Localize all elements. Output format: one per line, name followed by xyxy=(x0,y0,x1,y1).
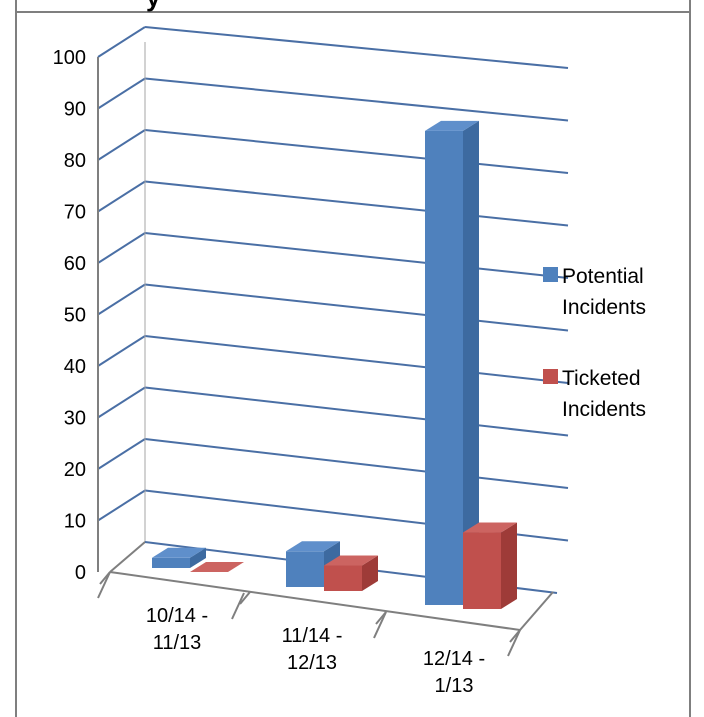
x-axis-line xyxy=(109,571,521,631)
gridline-back-100 xyxy=(144,26,569,69)
y-tick-label: 10 xyxy=(64,511,86,533)
gridline-side-70 xyxy=(97,180,146,213)
x-tick-line-3 xyxy=(507,629,521,657)
x-tick-line-2 xyxy=(373,611,387,639)
bar-front xyxy=(463,532,501,609)
category-label: 10/14 - xyxy=(146,605,208,627)
x-tick-line-0 xyxy=(97,571,111,599)
gridline-side-20 xyxy=(97,438,146,470)
bar-top xyxy=(286,541,340,552)
y-axis-ticks: 0 10 20 30 40 50 60 70 80 90 100 xyxy=(53,47,86,584)
gridline-back-20 xyxy=(144,438,569,489)
gridline-side-80 xyxy=(97,129,146,161)
bar-top xyxy=(324,555,378,566)
y-tick-label: 100 xyxy=(53,47,86,69)
bar-side xyxy=(190,547,206,568)
bar-1-0 xyxy=(190,562,244,572)
category-label: 12/14 - xyxy=(423,648,485,670)
gridline-back-60 xyxy=(144,232,569,279)
category-label: 11/13 xyxy=(153,632,202,654)
gridline-back-50 xyxy=(144,283,569,332)
y-tick-label: 30 xyxy=(64,408,86,430)
legend-swatch xyxy=(543,267,558,282)
bar-front xyxy=(286,551,324,587)
gridline-side-30 xyxy=(97,386,146,419)
floor-left-edge xyxy=(109,541,146,573)
legend: Potential Incidents Ticketed Incidents xyxy=(543,265,646,421)
bar-side xyxy=(501,522,517,609)
x-tick-mark-1 xyxy=(239,591,251,605)
gridline-back-40 xyxy=(144,335,569,384)
legend-label: Ticketed xyxy=(562,367,641,390)
category-label: 12/13 xyxy=(287,652,337,674)
gridline-back-30 xyxy=(144,386,569,437)
bars xyxy=(152,120,517,609)
x-tick-line-1 xyxy=(231,592,245,620)
bar-front xyxy=(425,130,463,606)
bar-0-2 xyxy=(425,120,479,606)
category-label: 1/13 xyxy=(435,675,474,697)
legend-swatch xyxy=(543,369,558,384)
gridline-side-60 xyxy=(97,232,146,264)
y-tick-label: 0 xyxy=(75,562,86,584)
gridline-side-40 xyxy=(97,335,146,367)
gridline-back-70 xyxy=(144,180,569,227)
bar-front xyxy=(152,557,190,568)
y-tick-label: 90 xyxy=(64,99,86,121)
gridline-side-10 xyxy=(97,489,146,522)
bar-top xyxy=(190,562,244,572)
y-tick-label: 60 xyxy=(64,253,86,275)
bar-side xyxy=(463,120,479,605)
gridline-side-100 xyxy=(97,26,146,58)
gridlines xyxy=(97,26,569,542)
bar-top xyxy=(152,547,206,558)
y-tick-label: 20 xyxy=(64,459,86,481)
legend-label: Incidents xyxy=(562,398,646,421)
gridline-back-90 xyxy=(144,77,569,122)
y-tick-label: 80 xyxy=(64,150,86,172)
category-label: 11/14 - xyxy=(282,625,343,647)
bar-top xyxy=(425,120,479,131)
legend-label: Potential xyxy=(562,265,644,288)
floor-right-edge xyxy=(519,591,554,631)
legend-label: Incidents xyxy=(562,296,646,319)
bar-side xyxy=(362,555,378,591)
y-tick-label: 70 xyxy=(64,202,86,224)
bar-0-0 xyxy=(152,547,206,568)
gridline-back-80 xyxy=(144,129,569,174)
bar-1-1 xyxy=(324,555,378,591)
chart-title-fragment: y xyxy=(146,0,161,12)
y-tick-label: 40 xyxy=(64,356,86,378)
chart-walls xyxy=(97,42,558,657)
bar-1-2 xyxy=(463,522,517,609)
bar-top xyxy=(463,522,517,533)
gridline-side-90 xyxy=(97,77,146,110)
bar-front xyxy=(324,565,362,591)
gridline-side-50 xyxy=(97,283,146,316)
x-axis-categories: 10/14 - 11/13 11/14 - 12/13 12/14 - 1/13 xyxy=(146,605,485,697)
y-tick-label: 50 xyxy=(64,305,86,327)
